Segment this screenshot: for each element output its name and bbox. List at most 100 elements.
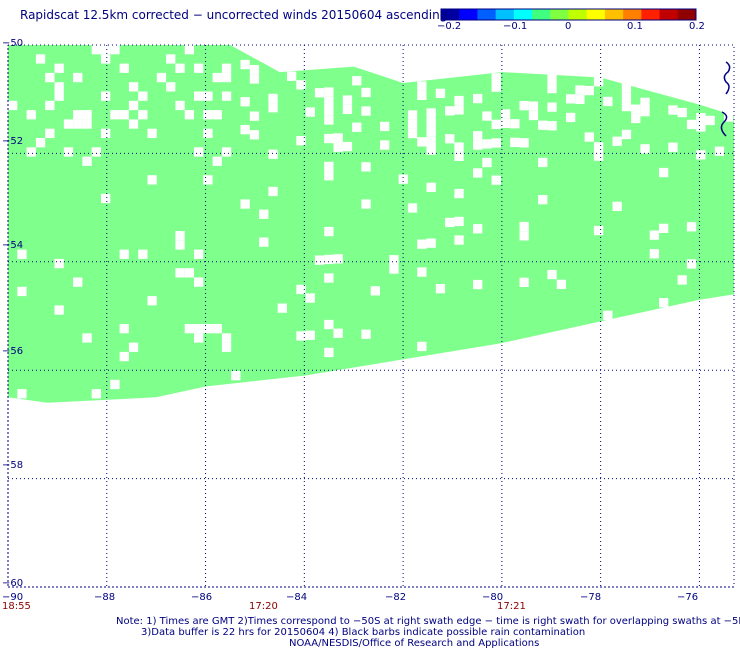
missing-cell — [203, 324, 213, 334]
missing-cell — [547, 74, 557, 84]
colorbar-segment — [568, 9, 588, 20]
missing-cell — [17, 389, 27, 399]
missing-cell — [519, 231, 529, 241]
missing-cell — [249, 130, 260, 140]
missing-cell — [194, 324, 204, 334]
missing-cell — [203, 175, 213, 185]
missing-cell — [435, 284, 446, 294]
colorbar-segment — [459, 9, 478, 20]
missing-cell — [240, 97, 250, 107]
missing-cell — [63, 119, 74, 129]
missing-cell — [175, 63, 185, 73]
missing-cell — [454, 235, 464, 245]
missing-cell — [324, 161, 334, 172]
missing-cell — [575, 85, 585, 95]
missing-cell — [296, 284, 306, 295]
missing-cell — [101, 91, 111, 101]
missing-cell — [249, 111, 260, 121]
missing-cell — [54, 258, 64, 269]
missing-cell — [519, 138, 529, 148]
missing-cell — [194, 277, 204, 287]
missing-cell — [324, 273, 334, 283]
missing-cell — [677, 107, 687, 118]
missing-cell — [82, 119, 92, 129]
colorbar-tick: −0.2 — [437, 21, 462, 32]
missing-cell — [668, 105, 678, 115]
missing-cell — [212, 324, 222, 334]
colorbar-tick: 0.2 — [689, 21, 705, 32]
missing-cell — [147, 175, 157, 185]
missing-cell — [45, 72, 55, 83]
missing-cell — [454, 216, 464, 227]
missing-cell — [147, 296, 157, 306]
missing-cell — [556, 279, 566, 289]
missing-cell — [119, 110, 129, 120]
missing-cell — [240, 199, 250, 209]
missing-cell — [147, 128, 157, 138]
missing-cell — [221, 91, 232, 101]
missing-cell — [426, 238, 436, 248]
missing-cell — [305, 107, 315, 117]
missing-cell — [724, 112, 734, 122]
missing-cell — [91, 45, 101, 55]
missing-cell — [547, 121, 557, 131]
missing-cell — [482, 139, 492, 149]
missing-cell — [621, 129, 632, 140]
missing-cell — [426, 108, 436, 118]
missing-cell — [370, 286, 380, 296]
missing-data-cells — [8, 45, 734, 399]
missing-cell — [593, 77, 604, 87]
missing-cell — [696, 122, 706, 132]
missing-cell — [640, 107, 650, 117]
missing-cell — [389, 255, 399, 265]
missing-cell — [482, 111, 492, 121]
missing-cell — [566, 112, 576, 123]
missing-cell — [621, 101, 632, 112]
missing-cell — [184, 45, 194, 55]
missing-cell — [221, 342, 232, 352]
missing-cell — [473, 279, 483, 290]
missing-cell — [184, 268, 194, 278]
time-label: 17:21 — [497, 601, 526, 612]
missing-cell — [240, 125, 250, 135]
missing-cell — [333, 133, 343, 143]
missing-cell — [314, 88, 325, 98]
missing-cell — [417, 267, 427, 277]
missing-cell — [26, 147, 36, 157]
missing-cell — [584, 85, 594, 96]
missing-cell — [73, 72, 83, 83]
missing-cell — [175, 231, 185, 241]
missing-cell — [82, 156, 92, 166]
missing-cell — [268, 149, 278, 159]
missing-cell — [324, 319, 334, 330]
missing-cell — [8, 100, 18, 111]
colorbar-segment — [532, 9, 551, 20]
missing-cell — [128, 342, 139, 352]
missing-cell — [110, 45, 120, 55]
y-tick-label: −50 — [2, 38, 24, 49]
missing-cell — [668, 142, 678, 152]
missing-cell — [612, 136, 622, 146]
y-tick-label: −56 — [2, 346, 24, 357]
missing-cell — [417, 81, 427, 91]
missing-cell — [649, 249, 659, 259]
missing-cell — [110, 379, 120, 390]
missing-cell — [324, 87, 334, 97]
missing-cell — [407, 203, 418, 213]
missing-cell — [575, 94, 585, 104]
missing-cell — [17, 249, 27, 259]
colorbar-segment — [495, 9, 515, 20]
colorbar-segment — [641, 9, 661, 20]
missing-cell — [82, 333, 92, 343]
missing-cell — [221, 333, 232, 343]
missing-cell — [491, 175, 501, 185]
missing-cell — [659, 298, 669, 308]
missing-cell — [389, 264, 399, 274]
missing-cell — [259, 209, 269, 219]
coastline — [720, 61, 731, 137]
missing-cell — [621, 83, 632, 93]
missing-cell — [398, 174, 408, 184]
missing-cell — [305, 330, 315, 340]
missing-cell — [426, 182, 436, 192]
